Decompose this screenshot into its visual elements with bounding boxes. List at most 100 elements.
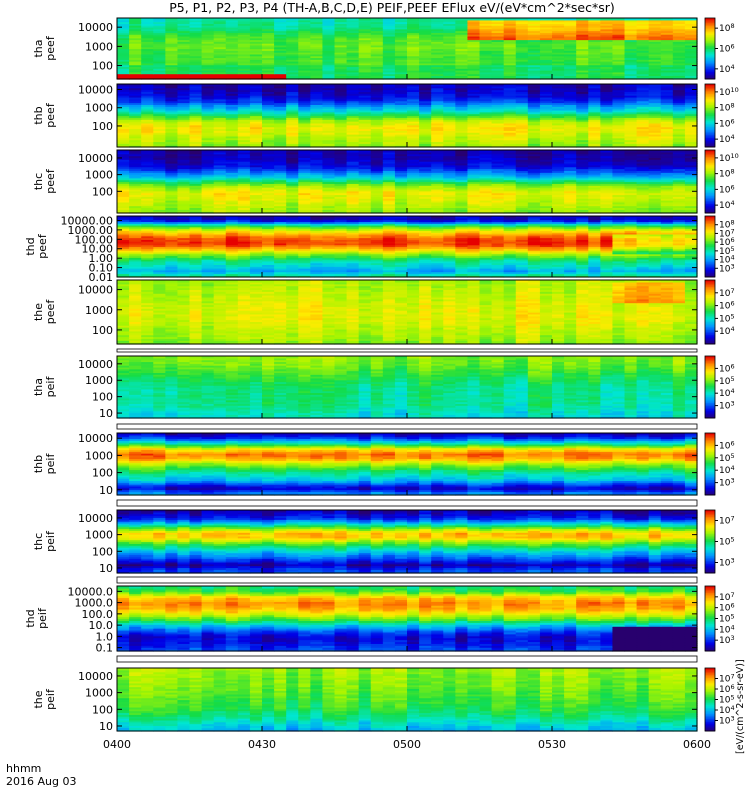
- heatmap-cell: [213, 50, 227, 53]
- heatmap-cell: [539, 77, 553, 80]
- heatmap-cell: [165, 30, 179, 33]
- heatmap-cell: [274, 50, 287, 53]
- heatmap-cell: [624, 57, 638, 60]
- heatmap-cell: [684, 130, 698, 133]
- heatmap-cell: [672, 43, 686, 46]
- heatmap-cell: [672, 48, 686, 51]
- heatmap-cell: [274, 35, 287, 39]
- heatmap-cell: [660, 141, 674, 144]
- heatmap-cell: [165, 141, 179, 144]
- heatmap-cell: [576, 53, 589, 57]
- heatmap-cell: [394, 26, 408, 30]
- heatmap-cell: [479, 41, 493, 44]
- heatmap-cell: [201, 143, 215, 146]
- heatmap-cell: [237, 41, 251, 44]
- heatmap-cell: [636, 30, 650, 33]
- heatmap-cell: [467, 44, 481, 48]
- heatmap-cell: [527, 35, 541, 39]
- heatmap-cell: [552, 25, 565, 28]
- heatmap-cell: [648, 75, 662, 78]
- heatmap-cell: [394, 62, 408, 66]
- heatmap-cell: [286, 41, 299, 44]
- heatmap-cell: [624, 70, 638, 73]
- heatmap-cell: [660, 34, 674, 37]
- heatmap-cell: [153, 75, 166, 78]
- heatmap-cell: [249, 132, 263, 135]
- heatmap-cell: [286, 77, 299, 80]
- heatmap-cell: [648, 19, 662, 23]
- heatmap-cell: [636, 68, 650, 71]
- heatmap-cell: [141, 34, 154, 37]
- heatmap-cell: [636, 55, 650, 59]
- heatmap-cell: [394, 71, 408, 75]
- heatmap-cell: [237, 132, 251, 135]
- heatmap-cell: [443, 41, 456, 44]
- heatmap-cell: [117, 75, 130, 78]
- heatmap-cell: [527, 34, 541, 37]
- heatmap-cell: [684, 75, 698, 78]
- heatmap-cell: [358, 43, 372, 46]
- heatmap-cell: [213, 32, 227, 35]
- heatmap-cell: [600, 135, 614, 139]
- heatmap-cell: [503, 134, 517, 137]
- heatmap-cell: [588, 134, 601, 137]
- heatmap-cell: [141, 128, 154, 131]
- heatmap-cell: [213, 39, 227, 42]
- heatmap-cell: [286, 128, 299, 131]
- heatmap-cell: [237, 135, 251, 139]
- heatmap-cell: [310, 128, 324, 131]
- heatmap-cell: [684, 52, 698, 55]
- heatmap-cell: [636, 26, 650, 30]
- heatmap-cell: [237, 25, 251, 28]
- heatmap-cell: [660, 59, 674, 62]
- heatmap-cell: [443, 26, 456, 30]
- heatmap-cell: [600, 30, 614, 33]
- heatmap-cell: [334, 62, 348, 66]
- heatmap-cell: [479, 77, 493, 80]
- heatmap-cell: [491, 34, 505, 37]
- heatmap-cell: [479, 44, 493, 48]
- heatmap-cell: [165, 52, 179, 55]
- heatmap-cell: [382, 35, 396, 39]
- heatmap-cell: [298, 68, 311, 71]
- heatmap-cell: [237, 28, 251, 32]
- heatmap-cell: [672, 145, 686, 148]
- heatmap-cell: [419, 68, 432, 71]
- heatmap-cell: [322, 128, 336, 131]
- heatmap-cell: [286, 126, 299, 130]
- heatmap-cell: [564, 53, 577, 57]
- heatmap-cell: [660, 26, 674, 30]
- heatmap-cell: [600, 41, 614, 44]
- heatmap-cell: [600, 75, 614, 78]
- heatmap-cell: [334, 128, 348, 131]
- colorbar-segment: [705, 24, 715, 27]
- heatmap-cell: [274, 134, 287, 137]
- heatmap-cell: [624, 73, 638, 77]
- heatmap-cell: [201, 128, 215, 131]
- heatmap-cell: [310, 130, 324, 133]
- heatmap-cell: [141, 135, 154, 139]
- heatmap-cell: [527, 44, 541, 48]
- heatmap-cell: [298, 48, 311, 51]
- heatmap-cell: [624, 39, 638, 42]
- heatmap-cell: [213, 77, 227, 80]
- heatmap-cell: [552, 130, 565, 133]
- heatmap-cell: [467, 128, 481, 131]
- heatmap-cell: [117, 46, 130, 50]
- heatmap-cell: [636, 35, 650, 39]
- heatmap-cell: [672, 143, 686, 146]
- heatmap-cell: [515, 18, 529, 21]
- heatmap-cell: [479, 139, 493, 143]
- heatmap-cell: [262, 61, 275, 64]
- heatmap-cell: [237, 53, 251, 57]
- heatmap-cell: [370, 41, 384, 44]
- heatmap-cell: [467, 48, 481, 51]
- heatmap-cell: [467, 19, 481, 23]
- heatmap-cell: [286, 19, 299, 23]
- heatmap-cell: [515, 139, 529, 143]
- heatmap-cell: [165, 41, 179, 44]
- heatmap-cell: [177, 35, 191, 39]
- heatmap-cell: [552, 128, 565, 131]
- heatmap-cell: [382, 59, 396, 62]
- heatmap-cell: [382, 43, 396, 46]
